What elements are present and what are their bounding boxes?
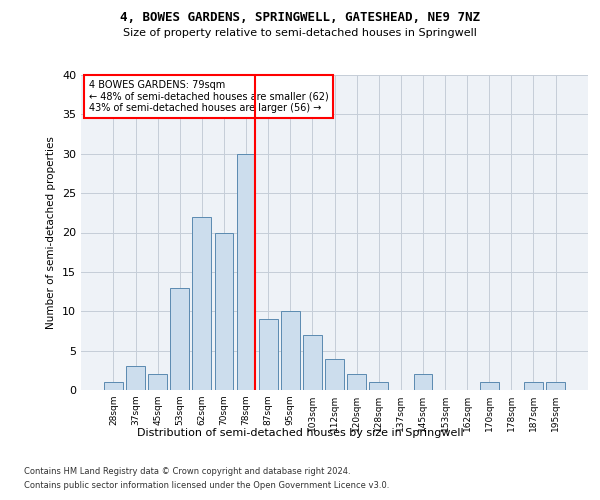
Bar (281, 311, 299, 390)
Text: Contains public sector information licensed under the Open Government Licence v3: Contains public sector information licen… (24, 481, 389, 490)
Bar (546, 382, 565, 390)
Bar (325, 358, 344, 390)
Text: 4, BOWES GARDENS, SPRINGWELL, GATESHEAD, NE9 7NZ: 4, BOWES GARDENS, SPRINGWELL, GATESHEAD,… (120, 11, 480, 24)
Bar (413, 374, 433, 390)
Text: Size of property relative to semi-detached houses in Springwell: Size of property relative to semi-detach… (123, 28, 477, 38)
Bar (104, 382, 123, 390)
Bar (170, 288, 189, 390)
Bar (480, 382, 499, 390)
Bar (236, 154, 256, 390)
Text: 4 BOWES GARDENS: 79sqm
← 48% of semi-detached houses are smaller (62)
43% of sem: 4 BOWES GARDENS: 79sqm ← 48% of semi-det… (89, 80, 328, 113)
Text: Distribution of semi-detached houses by size in Springwell: Distribution of semi-detached houses by … (137, 428, 463, 438)
Bar (193, 217, 211, 390)
Y-axis label: Number of semi-detached properties: Number of semi-detached properties (46, 136, 56, 329)
Bar (215, 232, 233, 390)
Bar (126, 366, 145, 390)
Bar (148, 374, 167, 390)
Bar (259, 319, 278, 390)
Bar (524, 382, 543, 390)
Bar (370, 382, 388, 390)
Text: Contains HM Land Registry data © Crown copyright and database right 2024.: Contains HM Land Registry data © Crown c… (24, 468, 350, 476)
Bar (303, 335, 322, 390)
Bar (347, 374, 366, 390)
